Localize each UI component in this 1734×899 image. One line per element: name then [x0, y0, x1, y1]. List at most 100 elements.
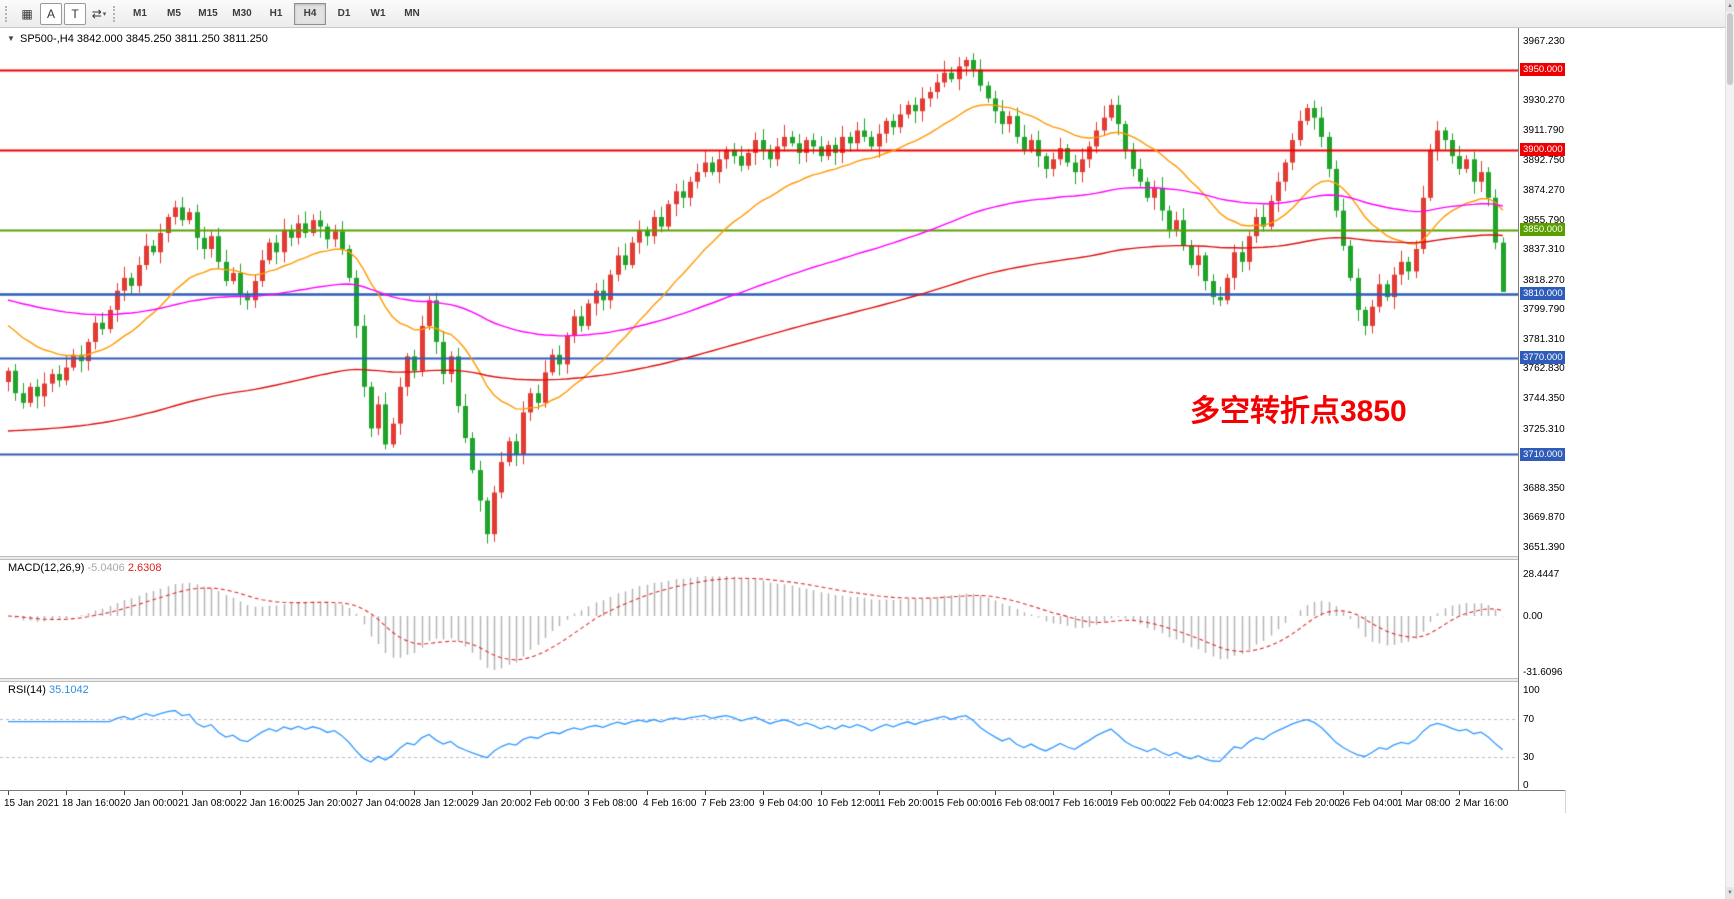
price-tick: 3930.270 [1523, 95, 1565, 107]
symbol-ohlc-line: SP500-,H4 3842.000 3845.250 3811.250 381… [20, 33, 268, 45]
time-tick [414, 791, 415, 795]
price-tick: 3651.390 [1523, 541, 1565, 553]
time-tick [995, 791, 996, 795]
price-tick: 3837.310 [1523, 244, 1565, 256]
price-tick: 3744.350 [1523, 393, 1565, 405]
macd-canvas[interactable] [0, 560, 1518, 678]
rsi-axis-tick: 70 [1523, 713, 1535, 725]
time-label: 2 Mar 16:00 [1455, 798, 1509, 809]
rsi-canvas[interactable] [0, 682, 1518, 790]
timeframe-m30-button[interactable]: M30 [232, 8, 252, 19]
timeframe-group: M1 M5 M15 M30 H1 H4 D1 W1 MN [123, 2, 429, 25]
text-tool-button[interactable]: A [40, 2, 62, 25]
time-tick [588, 791, 589, 795]
time-label: 7 Feb 23:00 [701, 798, 755, 809]
price-tick: 3892.750 [1523, 155, 1565, 167]
price-tick: 3911.790 [1523, 124, 1564, 136]
time-label: 21 Jan 08:00 [178, 798, 236, 809]
macd-axis-tick: 0.00 [1523, 611, 1543, 622]
time-tick [298, 791, 299, 795]
timeframe-m15-button[interactable]: M15 [198, 8, 218, 19]
time-label: 9 Feb 04:00 [759, 798, 813, 809]
time-label: 28 Jan 12:00 [410, 798, 468, 809]
price-tick: 3799.790 [1523, 304, 1565, 316]
price-tick: 3781.310 [1523, 333, 1565, 345]
time-label: 23 Feb 12:00 [1223, 798, 1282, 809]
time-tick [1053, 791, 1054, 795]
time-tick [647, 791, 648, 795]
time-label: 19 Feb 00:00 [1107, 798, 1166, 809]
rsi-title: RSI(14) 35.1042 [8, 684, 89, 696]
time-label: 22 Jan 16:00 [236, 798, 294, 809]
macd-axis-tick: 28.4447 [1523, 569, 1560, 580]
panel-splitter-macd[interactable] [0, 556, 1565, 560]
rsi-axis-tick: 30 [1523, 751, 1535, 763]
rsi-name: RSI(14) [8, 684, 46, 696]
time-label: 18 Jan 16:00 [62, 798, 120, 809]
time-tick [472, 791, 473, 795]
timeframe-m5-button[interactable]: M5 [167, 8, 181, 19]
cycle-tool-button[interactable]: ⇄ ▾ [91, 6, 107, 21]
panel-splitter-rsi[interactable] [0, 678, 1565, 682]
price-axis[interactable]: 3967.230 3930.270 3911.790 3892.750 3874.270… [1518, 28, 1566, 791]
scrollbar-up-icon[interactable]: ▲ [1726, 0, 1734, 12]
time-tick [879, 791, 880, 795]
price-tick: 3818.270 [1523, 274, 1565, 286]
macd-title: MACD(12,26,9) -5.0406 2.6308 [8, 562, 162, 574]
main-chart-canvas[interactable] [0, 28, 1518, 556]
price-tick: 3874.270 [1523, 184, 1565, 196]
price-tick: 3725.310 [1523, 423, 1565, 435]
chart-annotation: 多空转折点3850 [1190, 395, 1407, 428]
grid-tool-button[interactable]: ▦ [21, 6, 33, 21]
one-click-trading-expander[interactable]: ▼ [7, 34, 15, 43]
rsi-axis-tick: 100 [1523, 685, 1540, 696]
time-tick [1111, 791, 1112, 795]
time-label: 11 Feb 20:00 [875, 798, 934, 809]
timeframe-m1-button[interactable]: M1 [133, 8, 147, 19]
price-tick: 3967.230 [1523, 36, 1565, 47]
time-tick [1169, 791, 1170, 795]
page-scrollbar[interactable]: ▲ ▼ [1725, 0, 1734, 899]
timeframe-mn-button[interactable]: MN [404, 8, 420, 19]
time-tick [763, 791, 764, 795]
chevron-down-icon[interactable]: ▾ [102, 10, 107, 18]
time-label: 15 Feb 00:00 [933, 798, 992, 809]
chart-window: ▼ SP500-,H4 3842.000 3845.250 3811.250 3… [0, 28, 1566, 813]
macd-main-value: -5.0406 [87, 562, 125, 574]
time-label: 2 Feb 00:00 [526, 798, 580, 809]
time-axis[interactable]: 15 Jan 2021 18 Jan 16:00 20 Jan 00:00 21 Ja… [0, 790, 1565, 813]
timeframe-h4-button[interactable]: H4 [294, 2, 326, 25]
time-tick [182, 791, 183, 795]
price-level-badge: 3900.000 [1520, 143, 1565, 157]
time-tick [937, 791, 938, 795]
time-tick [1227, 791, 1228, 795]
price-tick: 3669.870 [1523, 512, 1565, 524]
cursor-tool-button[interactable]: T [64, 2, 86, 25]
time-tick [1459, 791, 1460, 795]
time-label: 1 Mar 08:00 [1397, 798, 1451, 809]
time-label: 17 Feb 16:00 [1049, 798, 1108, 809]
scrollbar-down-icon[interactable]: ▼ [1726, 887, 1734, 899]
tool-group: ▦ A T ⇄ ▾ [15, 2, 111, 25]
time-label: 22 Feb 04:00 [1165, 798, 1224, 809]
timeframe-drag-handle[interactable] [113, 5, 118, 22]
time-tick [705, 791, 706, 795]
timeframe-h1-button[interactable]: H1 [269, 8, 283, 19]
timeframe-w1-button[interactable]: W1 [370, 8, 386, 19]
time-label: 29 Jan 20:00 [468, 798, 526, 809]
price-tick: 3762.830 [1523, 363, 1565, 375]
rsi-value: 35.1042 [48, 684, 89, 696]
time-tick [66, 791, 67, 795]
toolbar-drag-handle[interactable] [5, 5, 10, 22]
macd-name: MACD(12,26,9) [8, 562, 85, 574]
timeframe-d1-button[interactable]: D1 [337, 8, 351, 19]
time-label: 10 Feb 12:00 [817, 798, 876, 809]
time-label: 20 Jan 00:00 [120, 798, 178, 809]
price-level-badge: 3810.000 [1520, 287, 1565, 301]
price-level-badge: 3850.000 [1520, 223, 1565, 237]
price-level-badge: 3950.000 [1520, 63, 1565, 77]
time-label: 27 Jan 04:00 [352, 798, 410, 809]
scrollbar-thumb[interactable] [1727, 13, 1733, 85]
time-tick [1401, 791, 1402, 795]
